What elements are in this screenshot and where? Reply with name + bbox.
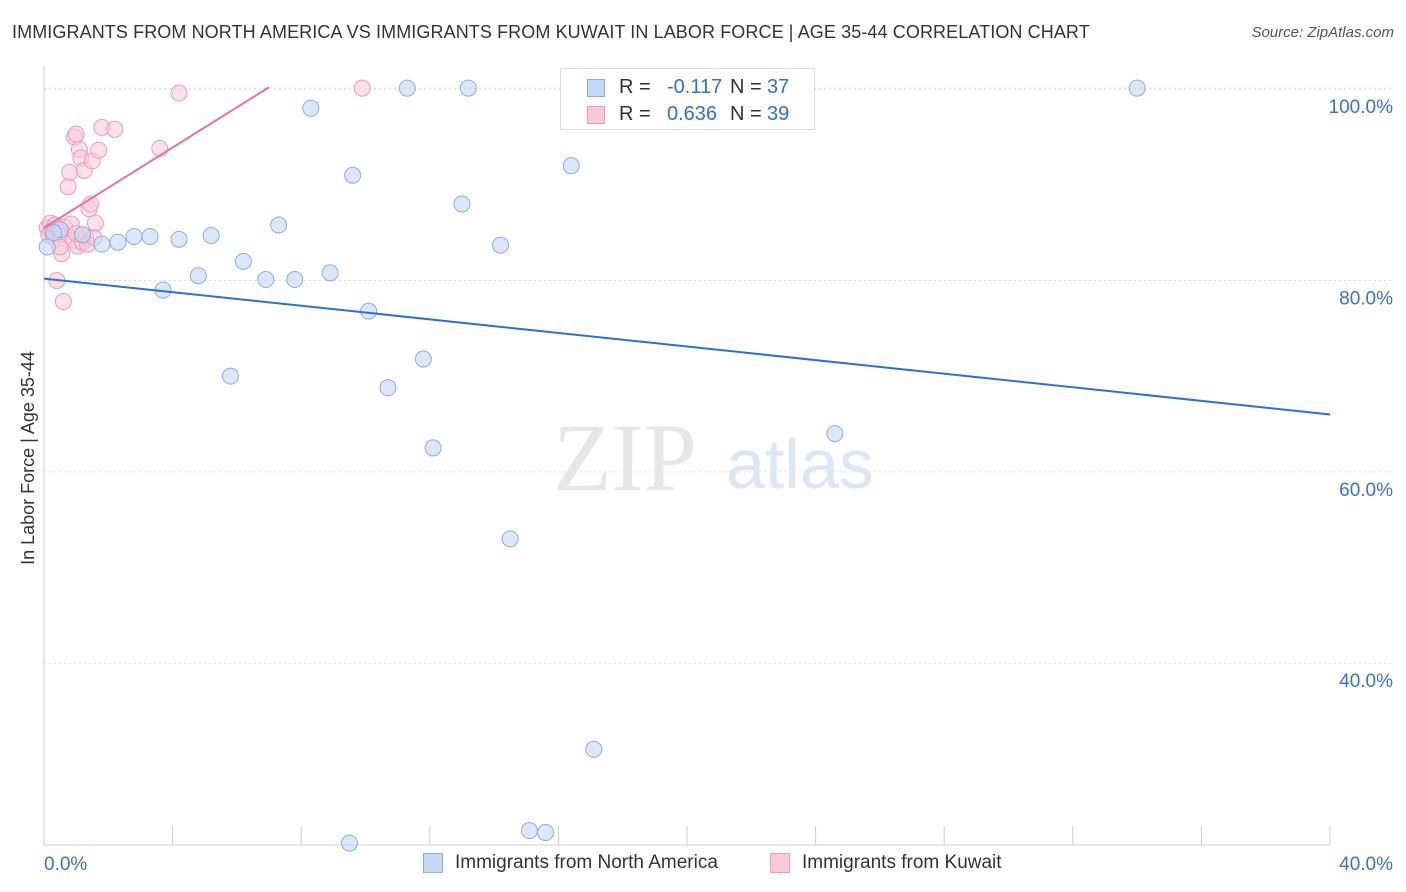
- legend-series-label: Immigrants from Kuwait: [802, 852, 1002, 873]
- legend-r-value: 0.636: [667, 103, 718, 125]
- data-point-north-america: [74, 226, 92, 244]
- data-point-north-america: [826, 425, 844, 443]
- data-point-north-america: [340, 834, 358, 852]
- data-point-north-america: [360, 302, 378, 320]
- legend-swatch-pink: [770, 853, 790, 873]
- legend-swatch-blue: [423, 853, 443, 873]
- legend-r-label: R =: [619, 76, 651, 98]
- gridlines: [44, 87, 1393, 664]
- data-point-kuwait: [151, 139, 169, 157]
- chart-title: IMMIGRANTS FROM NORTH AMERICA VS IMMIGRA…: [12, 22, 1090, 42]
- data-point-north-america: [45, 224, 63, 242]
- axes: [43, 66, 1331, 846]
- tick-labels: 40.0% 60.0% 80.0% 100.0% 0.0% 40.0%: [44, 97, 1393, 875]
- data-point-kuwait: [54, 293, 72, 311]
- legend-n-value: 37: [767, 76, 790, 98]
- data-point-kuwait: [61, 163, 79, 181]
- y-tick-label: 100.0%: [1329, 97, 1394, 118]
- data-point-north-america: [189, 267, 207, 285]
- legend-n-value: 39: [767, 103, 790, 125]
- data-point-north-america: [453, 195, 471, 213]
- data-point-north-america: [202, 227, 220, 245]
- data-point-kuwait: [170, 84, 188, 102]
- legend-n-label: N =: [730, 76, 762, 98]
- data-point-north-america: [170, 230, 188, 248]
- trend-lines: [43, 86, 1331, 416]
- data-point-north-america: [344, 166, 362, 184]
- legend-r-value: -0.117: [667, 76, 723, 98]
- data-point-north-america: [302, 99, 320, 117]
- data-point-north-america: [424, 439, 442, 457]
- correlation-legend: R = -0.117 N = 37 R = 0.636 N = 39: [560, 68, 815, 130]
- data-point-north-america: [125, 227, 143, 245]
- y-axis-label: In Labor Force | Age 35-44: [18, 351, 38, 565]
- y-tick-label: 60.0%: [1339, 480, 1393, 501]
- legend-series-label: Immigrants from North America: [455, 852, 718, 873]
- data-point-north-america: [562, 157, 580, 175]
- data-point-kuwait: [106, 120, 124, 138]
- data-point-north-america: [398, 79, 416, 97]
- data-point-north-america: [1128, 79, 1146, 97]
- legend-swatch-pink: [587, 106, 605, 124]
- data-point-north-america: [234, 252, 252, 270]
- data-point-north-america: [459, 79, 477, 97]
- x-tick-label: 0.0%: [44, 854, 87, 875]
- y-tick-label: 40.0%: [1339, 671, 1393, 692]
- data-point-north-america: [585, 740, 603, 758]
- watermark-atlas: atlas: [726, 425, 874, 503]
- series-north-america-points: [38, 79, 1146, 852]
- trend-line-north-america: [43, 277, 1331, 416]
- legend-r-label: R =: [619, 103, 651, 125]
- data-point-north-america: [520, 822, 538, 840]
- data-point-kuwait: [86, 214, 104, 232]
- watermark-zip: ZIP: [553, 404, 697, 511]
- data-point-north-america: [93, 235, 111, 253]
- data-point-north-america: [414, 350, 432, 368]
- data-point-kuwait: [353, 79, 371, 97]
- watermark: ZIP atlas: [553, 404, 874, 511]
- data-point-north-america: [221, 367, 239, 385]
- x-tick-label: 40.0%: [1339, 854, 1393, 875]
- data-point-kuwait: [59, 178, 77, 196]
- legend-n-label: N =: [730, 103, 762, 125]
- data-point-north-america: [38, 238, 56, 256]
- legend-swatch-blue: [587, 79, 605, 97]
- data-point-north-america: [257, 271, 275, 289]
- data-point-kuwait: [90, 141, 108, 159]
- data-point-north-america: [379, 379, 397, 397]
- data-point-north-america: [270, 216, 288, 234]
- data-point-north-america: [537, 824, 555, 842]
- data-point-north-america: [501, 530, 519, 548]
- data-point-north-america: [321, 264, 339, 282]
- data-point-north-america: [492, 236, 510, 254]
- data-point-north-america: [109, 233, 127, 251]
- trend-line-kuwait: [43, 86, 270, 229]
- data-point-north-america: [141, 227, 159, 245]
- data-point-north-america: [286, 271, 304, 289]
- y-tick-label: 80.0%: [1339, 288, 1393, 309]
- data-point-kuwait: [67, 125, 85, 143]
- source-label: Source: ZipAtlas.com: [1251, 24, 1394, 41]
